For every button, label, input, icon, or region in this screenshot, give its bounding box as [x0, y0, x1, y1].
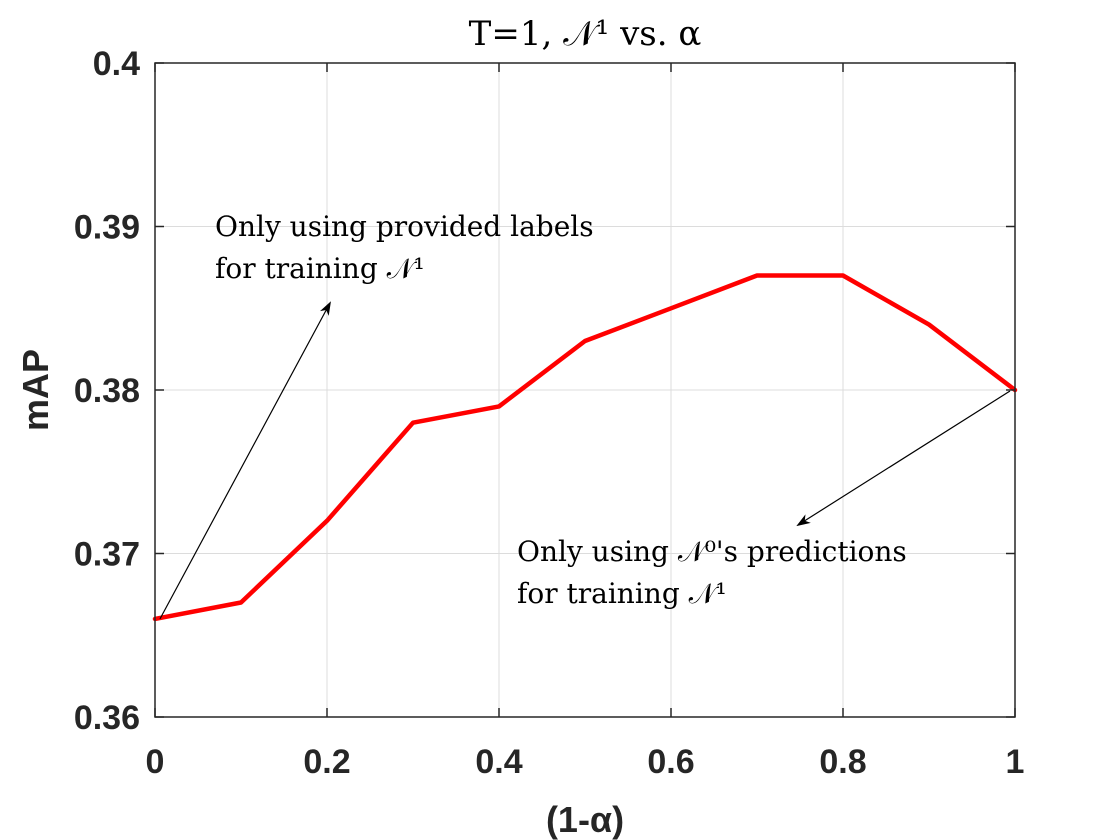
y-tick-labels: 0.36 0.37 0.38 0.39 0.4: [74, 45, 140, 737]
annotation-right-line-1: Only using 𝒩⁰'s predictions: [517, 535, 907, 568]
annotation-left-arrow: [159, 301, 331, 620]
annotation-left-line-2: for training 𝒩¹: [215, 252, 425, 285]
annotation-arrows: [159, 301, 1011, 620]
tick-marks: [154, 62, 1016, 718]
y-tick-label: 0.36: [74, 699, 140, 737]
y-tick-label: 0.39: [74, 209, 140, 247]
x-tick-label: 0.8: [819, 743, 866, 781]
chart-title: T=1, 𝒩¹ vs. α: [469, 14, 702, 54]
annotation-left: Only using provided labels for training …: [215, 210, 594, 285]
x-axis-label: (1-α): [546, 799, 624, 840]
series-layer: [152, 273, 1018, 622]
y-tick-label: 0.4: [93, 45, 140, 83]
y-tick-label: 0.38: [74, 372, 140, 410]
annotation-right: Only using 𝒩⁰'s predictions for training…: [517, 535, 907, 610]
annotation-left-line-1: Only using provided labels: [215, 210, 594, 243]
y-tick-label: 0.37: [74, 536, 140, 574]
series-line: [152, 273, 1018, 622]
annotation-right-arrow: [796, 390, 1011, 527]
x-tick-labels: 0 0.2 0.4 0.6 0.8 1: [146, 743, 1025, 781]
x-tick-label: 1: [1006, 743, 1025, 781]
x-tick-label: 0.6: [647, 743, 694, 781]
annotation-right-line-2: for training 𝒩¹: [517, 577, 727, 610]
y-axis-label: mAP: [15, 349, 56, 431]
x-tick-label: 0.2: [303, 743, 350, 781]
x-tick-label: 0.4: [475, 743, 522, 781]
x-tick-label: 0: [146, 743, 165, 781]
